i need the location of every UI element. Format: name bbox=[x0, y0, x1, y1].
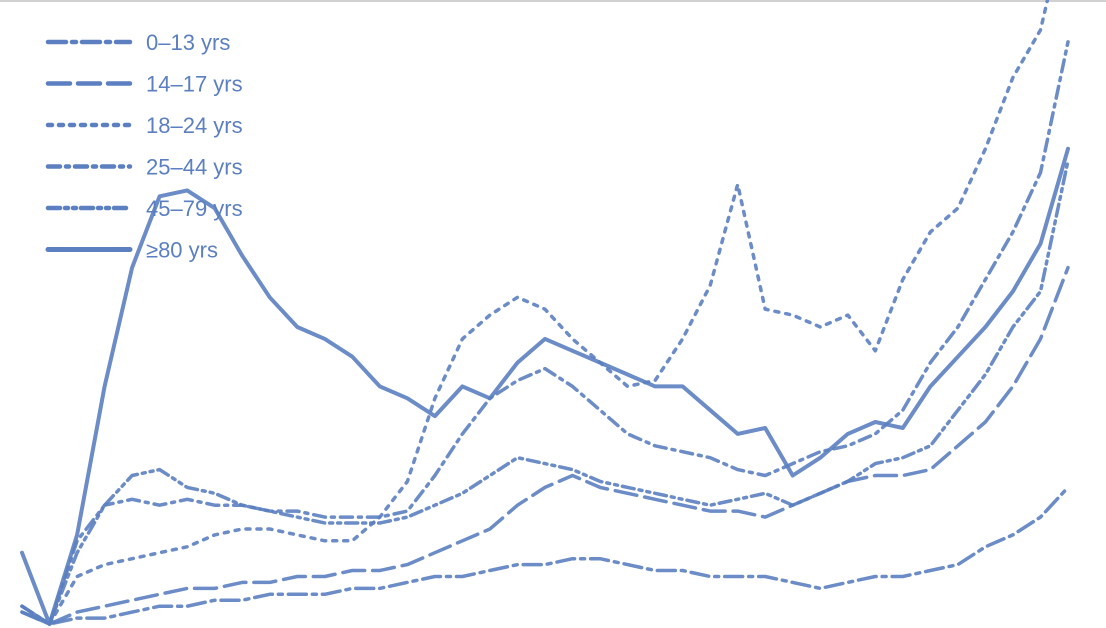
legend-item-5: ≥80 yrs bbox=[45, 238, 218, 263]
series-line-4 bbox=[20, 158, 1070, 626]
legend-item-1: 14–17 yrs bbox=[45, 72, 243, 97]
legend-label-4: 45–79 yrs bbox=[146, 196, 243, 221]
legend-label-3: 25–44 yrs bbox=[146, 155, 243, 180]
series-3 bbox=[20, 40, 1070, 626]
series-5 bbox=[20, 146, 1070, 626]
series-line-2 bbox=[20, 0, 1050, 626]
series-1 bbox=[20, 265, 1070, 626]
series-2 bbox=[20, 0, 1050, 626]
legend: 0–13 yrs 14–17 yrs 18–24 yrs 25–44 yrs 45–79… bbox=[45, 30, 243, 263]
legend-item-4: 45–79 yrs bbox=[45, 196, 243, 221]
series-line-1 bbox=[20, 265, 1070, 626]
series-line-5 bbox=[20, 146, 1070, 626]
legend-item-0: 0–13 yrs bbox=[45, 30, 230, 55]
legend-item-3: 25–44 yrs bbox=[45, 155, 243, 180]
legend-label-0: 0–13 yrs bbox=[146, 30, 230, 55]
legend-item-2: 18–24 yrs bbox=[45, 113, 243, 138]
legend-label-2: 18–24 yrs bbox=[146, 113, 243, 138]
series-line-3 bbox=[20, 40, 1070, 626]
series-line-0 bbox=[20, 485, 1070, 626]
series-layer bbox=[20, 0, 1070, 626]
legend-label-1: 14–17 yrs bbox=[146, 72, 243, 97]
legend-label-5: ≥80 yrs bbox=[146, 238, 218, 263]
series-4 bbox=[20, 158, 1070, 626]
series-0 bbox=[20, 485, 1070, 626]
